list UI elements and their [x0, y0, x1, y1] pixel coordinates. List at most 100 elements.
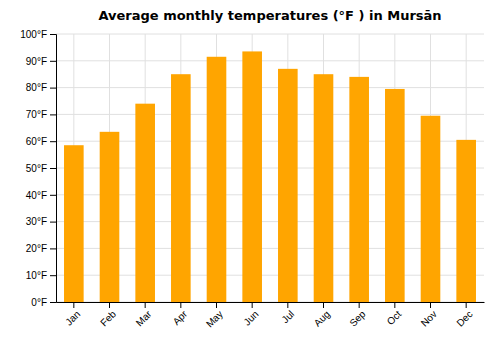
y-tick-label: 60°F — [26, 136, 47, 147]
x-tick-label: Jul — [279, 308, 296, 325]
y-tick-label: 0°F — [31, 297, 47, 308]
y-tick: 70°F — [26, 109, 56, 120]
y-grid-line — [56, 60, 484, 61]
y-grid-line — [56, 275, 484, 276]
y-grid-line — [56, 141, 484, 142]
bar — [349, 77, 369, 302]
bar — [100, 132, 120, 302]
x-tick-mark — [323, 302, 324, 308]
x-tick-label: Nov — [419, 308, 439, 328]
x-tick: Jan — [63, 302, 82, 328]
x-tick-label: Jan — [63, 308, 82, 327]
x-tick-mark — [180, 302, 181, 308]
x-tick: Apr — [171, 302, 190, 327]
y-grid-line — [56, 194, 484, 195]
x-tick-mark — [216, 302, 217, 308]
y-tick: 60°F — [26, 136, 56, 147]
y-tick-label: 40°F — [26, 190, 47, 201]
y-axis: 0°F 10°F 20°F 30°F 40°F 50°F 60°F 70°F 80°F 90°F 1… — [20, 29, 56, 308]
y-grid-line — [56, 87, 484, 88]
x-tick-label: Feb — [98, 308, 118, 328]
x-tick-mark — [73, 302, 74, 308]
y-tick-mark — [50, 141, 56, 142]
x-tick-mark — [466, 302, 467, 308]
y-grid-line — [56, 114, 484, 115]
y-axis-line — [50, 35, 57, 303]
bar — [171, 74, 191, 302]
x-tick-label: Sep — [347, 308, 368, 329]
bar — [135, 104, 155, 302]
y-tick-label: 50°F — [26, 163, 47, 174]
y-grid-line — [56, 221, 484, 222]
x-tick-mark — [145, 302, 146, 308]
y-tick-mark — [50, 61, 56, 62]
y-tick-mark — [50, 114, 56, 115]
plot-area — [64, 51, 476, 302]
grid — [56, 34, 484, 302]
bar — [314, 74, 334, 302]
x-tick-mark — [359, 302, 360, 308]
x-tick-label: Jun — [241, 308, 260, 327]
x-tick: Jun — [241, 302, 260, 328]
y-tick: 30°F — [26, 216, 56, 227]
x-tick-mark — [287, 302, 288, 308]
y-tick-mark — [50, 275, 56, 276]
x-tick: Mar — [134, 302, 154, 328]
x-tick-label: Apr — [171, 308, 190, 327]
x-tick: May — [204, 302, 225, 330]
bar — [456, 140, 476, 302]
bar — [64, 145, 84, 302]
y-tick: 40°F — [26, 190, 56, 201]
y-tick-label: 90°F — [26, 56, 47, 67]
y-tick-label: 80°F — [26, 82, 47, 93]
x-tick: Dec — [454, 302, 474, 329]
x-tick: Oct — [385, 302, 404, 327]
y-tick-label: 10°F — [26, 270, 47, 281]
y-grid-line — [56, 302, 484, 303]
y-tick: 20°F — [26, 243, 56, 254]
x-tick: Jul — [279, 302, 296, 325]
y-tick-mark — [50, 195, 56, 196]
y-tick: 90°F — [26, 56, 56, 67]
x-tick: Feb — [98, 302, 118, 328]
x-tick: Aug — [312, 302, 332, 329]
x-tick-label: Mar — [134, 308, 154, 328]
x-tick-mark — [109, 302, 110, 308]
y-tick-mark — [50, 34, 56, 35]
y-tick-label: 20°F — [26, 243, 47, 254]
y-tick: 10°F — [26, 270, 56, 281]
y-tick-mark — [50, 88, 56, 89]
y-grid-line — [56, 248, 484, 249]
y-tick: 50°F — [26, 163, 56, 174]
bar — [242, 51, 262, 302]
y-tick-mark — [50, 168, 56, 169]
x-tick-mark — [430, 302, 431, 308]
bar — [385, 89, 405, 302]
x-tick-mark — [252, 302, 253, 308]
y-tick-label: 30°F — [26, 216, 47, 227]
x-axis-line — [57, 302, 485, 303]
x-tick: Sep — [347, 302, 368, 329]
x-tick-label: May — [204, 308, 225, 329]
chart: Jan Feb Mar Apr May Jun Jul Aug Sep Oct Nov Dec 0°F 1… — [0, 0, 500, 350]
x-tick-label: Oct — [385, 308, 404, 327]
y-tick-label: 100°F — [20, 29, 47, 40]
bar — [207, 57, 227, 302]
y-grid-line — [56, 168, 484, 169]
title: Average monthly temperatures (°F ) in Mu… — [98, 8, 441, 23]
bar — [421, 116, 441, 302]
x-tick-label: Aug — [312, 308, 332, 328]
x-tick-label: Dec — [454, 308, 474, 328]
y-tick-mark — [50, 248, 56, 249]
y-tick-label: 70°F — [26, 109, 47, 120]
y-tick-mark — [50, 222, 56, 223]
bar — [278, 69, 298, 302]
y-tick: 80°F — [26, 82, 56, 93]
y-grid-line — [56, 34, 484, 35]
y-tick: 0°F — [31, 297, 56, 308]
y-tick-mark — [50, 302, 56, 303]
x-tick: Nov — [419, 302, 439, 329]
y-tick: 100°F — [20, 29, 56, 40]
x-tick-mark — [394, 302, 395, 308]
x-axis: Jan Feb Mar Apr May Jun Jul Aug Sep Oct Nov Dec — [57, 302, 485, 330]
